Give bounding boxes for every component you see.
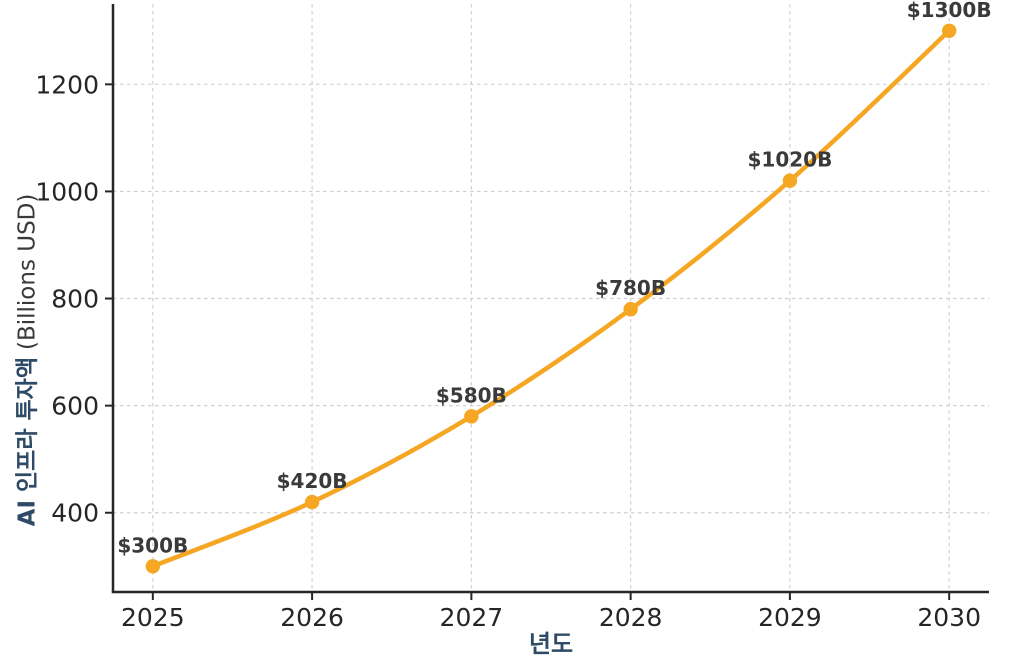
x-tick-label: 2027 xyxy=(440,603,504,632)
data-point-marker xyxy=(464,409,479,424)
y-axis-label-text: AI 인프라 투자액 xyxy=(14,357,41,527)
y-tick-label: 1200 xyxy=(35,70,99,99)
y-tick-label: 600 xyxy=(51,392,99,421)
data-point-marker xyxy=(304,494,320,510)
x-axis-label: 년도 xyxy=(528,630,574,658)
data-point-marker xyxy=(782,173,798,188)
y-tick-label: 1000 xyxy=(35,177,99,206)
y-tick-label: 400 xyxy=(51,499,99,528)
x-tick-label: 2026 xyxy=(280,603,344,632)
x-tick-label: 2030 xyxy=(917,603,981,632)
data-point-label: $1020B xyxy=(747,148,832,172)
data-point-label: $580B xyxy=(436,383,507,407)
data-point-marker xyxy=(941,23,957,38)
x-tick-label: 2029 xyxy=(758,603,822,632)
data-point-marker xyxy=(623,302,638,317)
y-axis-unit-text: (Billions USD) xyxy=(14,193,41,351)
x-tick-label: 2028 xyxy=(599,603,663,632)
data-point-label: $780B xyxy=(595,276,666,300)
data-point-label: $1300B xyxy=(907,0,992,22)
x-tick-label: 2025 xyxy=(121,603,185,632)
y-axis-label: AI 인프라 투자액 (Billions USD) xyxy=(14,193,41,527)
series-line xyxy=(150,28,952,569)
data-point-label: $300B xyxy=(117,533,188,557)
data-point-marker xyxy=(145,559,161,574)
data-point-label: $420B xyxy=(277,469,348,493)
y-tick-label: 800 xyxy=(51,285,99,314)
